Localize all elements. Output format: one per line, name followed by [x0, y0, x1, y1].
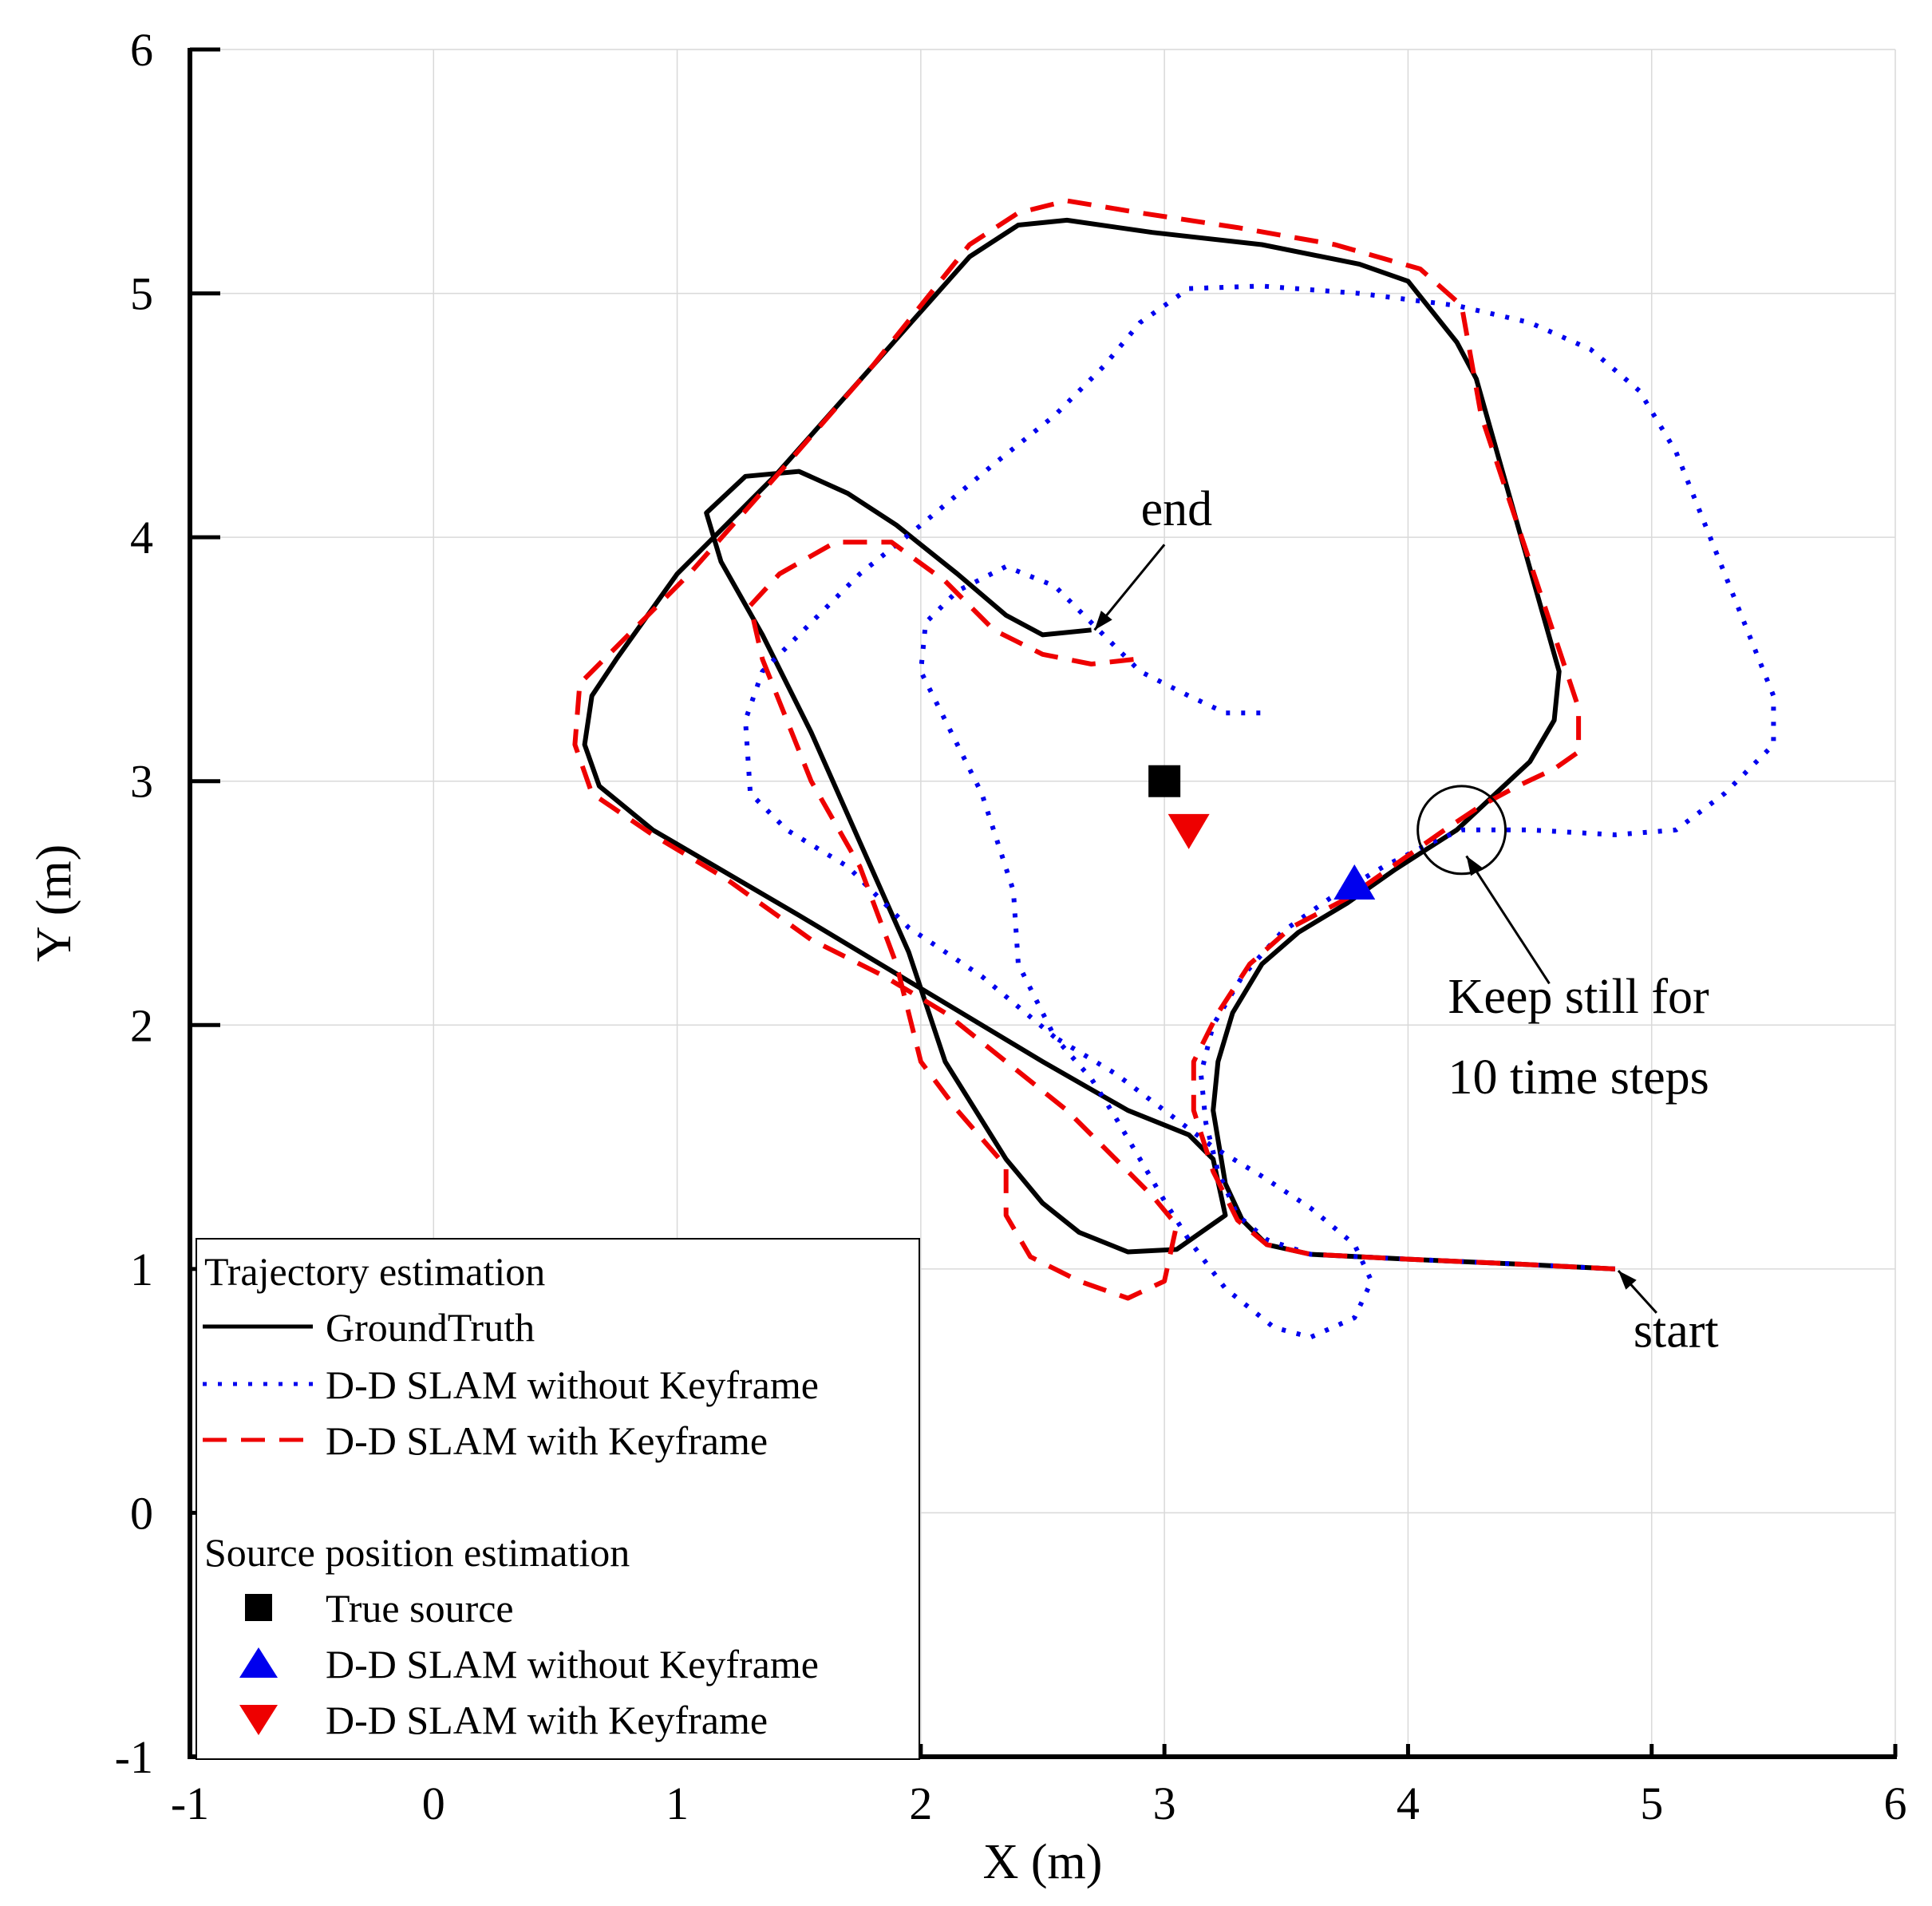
series-layer: [572, 198, 1776, 1340]
y-tick-label: 3: [130, 756, 153, 808]
x-tick-label: 1: [666, 1777, 689, 1829]
arrow-keep-still-line: [1465, 855, 1551, 985]
series-line-groundtruth: [582, 217, 1616, 1271]
legend-box: [196, 1238, 920, 1760]
legend-label-groundtruth: GroundTruth: [326, 1305, 535, 1350]
marker-triangle-down-d-d-slam-with-keyframe: [1167, 813, 1210, 849]
y-tick-label: 6: [130, 24, 153, 76]
x-tick-label: 6: [1884, 1777, 1907, 1829]
arrow-keep-still-head: [1466, 856, 1484, 876]
annotation-end: end: [1141, 482, 1213, 536]
annotation-layer: end start Keep still for 10 time steps: [1093, 482, 1719, 1358]
marker-square-true-source: [1148, 765, 1181, 797]
tick-labels: -1 0 1 2 3 4 5 6 -1 0 1 2 3 4 5 6: [115, 24, 1907, 1829]
x-tick-label: 3: [1153, 1777, 1176, 1829]
marker-triangle-up-d-d-slam-without-keyframe: [1333, 864, 1376, 900]
marker-layer: [1148, 765, 1376, 900]
keep-still-circle: [1416, 785, 1507, 876]
legend-marker-without-keyframe: [239, 1647, 278, 1678]
y-tick-label: 5: [130, 268, 153, 320]
legend-marker-true-source: [245, 1594, 272, 1621]
legend-label-with-keyframe: D-D SLAM with Keyframe: [326, 1418, 768, 1463]
legend-marker-with-keyframe: [239, 1705, 278, 1735]
legend-title-trajectory: Trajectory estimation: [204, 1249, 545, 1294]
y-tick-label: -1: [115, 1731, 153, 1783]
arrow-end-head: [1094, 611, 1112, 631]
x-tick-label: -1: [171, 1777, 209, 1829]
legend-label-without-keyframe: D-D SLAM without Keyframe: [326, 1362, 819, 1407]
legend-label-source-with-keyframe: D-D SLAM with Keyframe: [326, 1698, 768, 1742]
annotation-keep-still-line1: Keep still for: [1448, 970, 1709, 1024]
legend-title-source: Source position estimation: [204, 1530, 630, 1575]
y-tick-label: 2: [130, 999, 153, 1051]
legend: Trajectory estimation GroundTruth D-D SL…: [196, 1238, 920, 1760]
arrow-start-head: [1618, 1270, 1637, 1290]
legend-label-source-without-keyframe: D-D SLAM without Keyframe: [326, 1642, 819, 1687]
y-tick-label: 1: [130, 1244, 153, 1295]
y-axis-label: Y (m): [27, 844, 81, 963]
x-tick-label: 5: [1640, 1777, 1663, 1829]
series-line-d-d-slam-with-keyframe: [572, 198, 1616, 1301]
x-tick-label: 2: [909, 1777, 932, 1829]
x-tick-label: 0: [422, 1777, 445, 1829]
annotation-keep-still-line2: 10 time steps: [1448, 1050, 1709, 1105]
x-tick-label: 4: [1397, 1777, 1420, 1829]
y-tick-label: 0: [130, 1487, 153, 1539]
annotation-start: start: [1634, 1304, 1719, 1358]
legend-label-true-source: True source: [326, 1586, 514, 1631]
x-axis-label: X (m): [983, 1835, 1103, 1889]
y-tick-label: 4: [130, 512, 153, 563]
